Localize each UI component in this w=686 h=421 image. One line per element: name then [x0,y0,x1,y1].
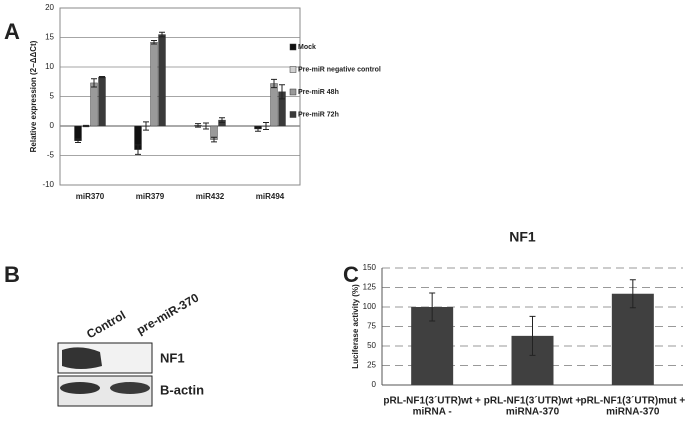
error-bar [135,144,141,155]
error-bar [211,136,217,143]
legend-swatch [289,111,297,118]
y-tick-label: 125 [363,283,377,292]
error-bar [255,126,261,132]
legend-swatch [289,88,297,96]
chart-title: NF1 [509,229,536,245]
y-tick-label: 150 [363,263,377,272]
bar [98,76,106,127]
x-tick-label: miRNA - [413,407,452,418]
error-bar [91,78,97,88]
y-tick-label: -5 [47,151,55,160]
legend-label: Pre-miR 72h [298,111,339,118]
bar [611,293,654,385]
error-bar [219,117,225,123]
error-bar [263,121,269,131]
error-bar [75,138,81,144]
error-bar [159,31,165,38]
panel-letter: A [4,19,20,44]
error-bar [529,315,536,356]
y-tick-label: 50 [367,341,376,350]
error-bar [203,122,209,130]
x-tick-label: miRNA-370 [506,407,560,418]
error-bar [83,124,89,128]
blot-band [60,382,100,394]
plot-frame [59,7,301,186]
y-tick-label: 0 [372,380,377,389]
bar [270,83,278,127]
y-tick-label: 25 [367,361,376,370]
legend-swatch [289,43,297,51]
y-tick-label: 75 [367,322,376,331]
error-bar [271,78,277,89]
y-tick-label: -10 [42,180,54,189]
x-tick-label: miR494 [256,192,285,201]
panel-letter: C [343,262,359,287]
legend-label: Pre-miR 48h [298,89,339,96]
error-bar [143,121,149,131]
x-tick-label: miRNA-370 [606,407,660,418]
error-bar [279,84,285,100]
blot-band [110,382,150,394]
error-bar [429,292,436,322]
lane-label: Control [84,308,128,341]
lane-label: pre-miR-370 [134,290,201,337]
error-bar [151,39,157,45]
bar [150,42,158,127]
x-tick-label: pRL-NF1(3´UTR)wt + [484,396,582,407]
y-tick-label: 15 [45,33,54,42]
y-tick-label: 0 [50,121,55,130]
band-label: B-actin [160,382,204,397]
band-label: NF1 [160,350,185,365]
y-axis-label: Relative expression (2−ΔΔCt) [29,40,38,152]
x-tick-label: pRL-NF1(3´UTR)wt + [383,396,481,407]
y-tick-label: 5 [50,92,55,101]
legend-label: Mock [298,44,316,51]
legend-label: Pre-miR negative control [298,66,381,73]
bar [90,82,98,127]
y-tick-label: 10 [45,62,54,71]
error-bar [629,279,636,309]
x-tick-label: miR370 [76,192,105,201]
error-bar [195,123,201,128]
y-tick-label: 100 [363,302,377,311]
x-tick-label: miR379 [136,192,165,201]
y-tick-label: 20 [45,3,54,12]
blot-band [62,347,102,369]
panel-letter: B [4,262,20,287]
bar [158,34,166,127]
error-bar [99,75,105,79]
x-tick-label: pRL-NF1(3´UTR)mut + [580,396,685,407]
y-axis-label: Luciferase activity (%) [351,284,360,369]
blot: Control pre-miR-370 NF1 B-actin [57,290,204,407]
x-tick-label: miR432 [196,192,225,201]
legend-swatch [289,66,297,73]
